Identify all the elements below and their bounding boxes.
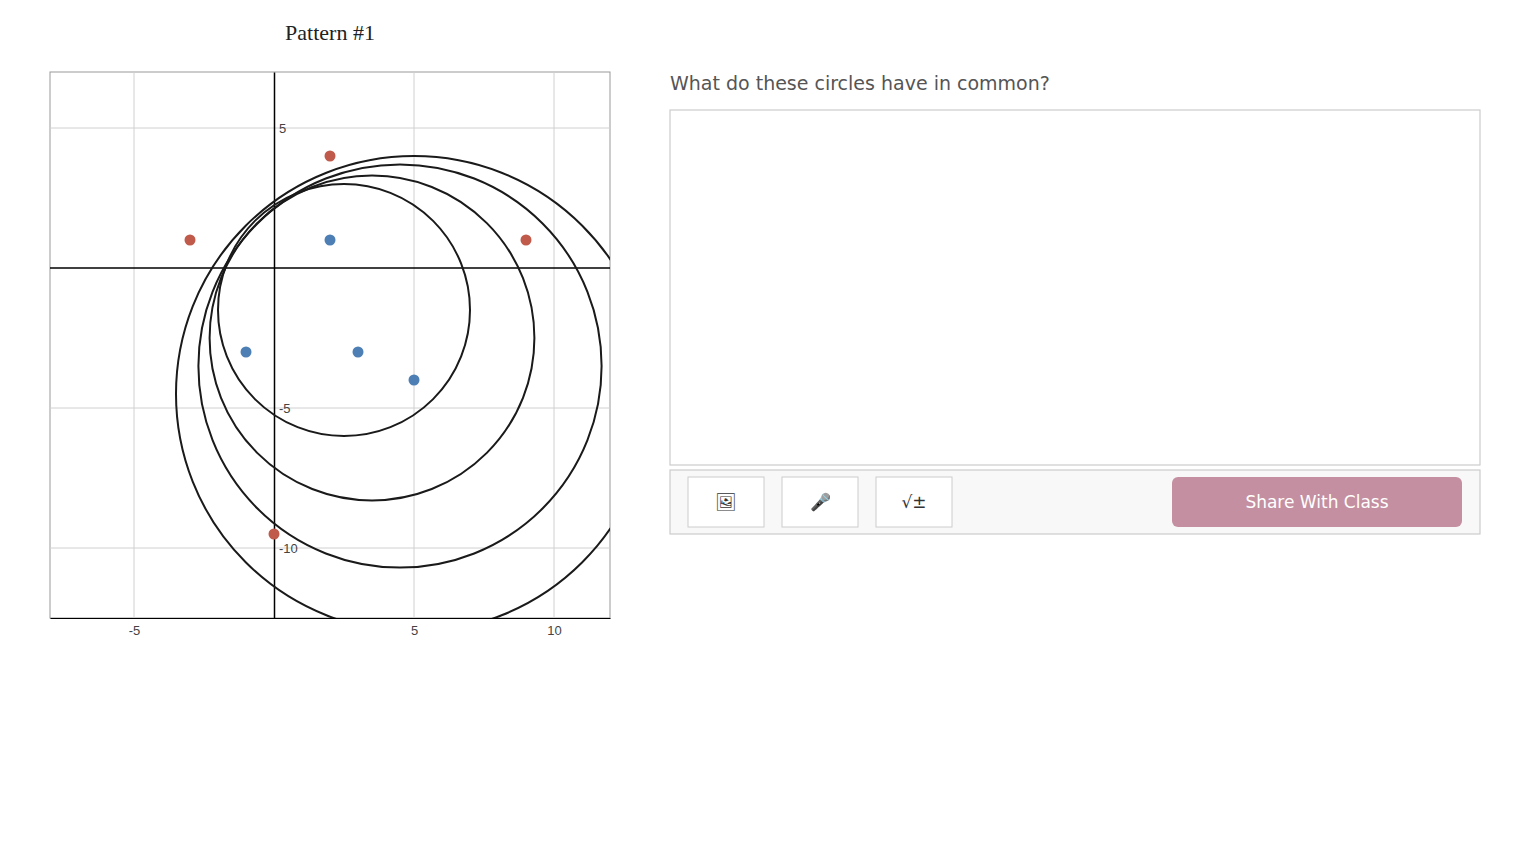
point (325, 151, 336, 162)
icon-button (876, 477, 952, 527)
icon-button (782, 477, 858, 527)
grid-line (50, 128, 610, 129)
grid-line (414, 72, 415, 618)
grid-line (50, 548, 610, 549)
circle (198, 164, 601, 567)
x-tick-label: 5 (411, 623, 418, 638)
y-tick-label: -5 (279, 401, 291, 416)
toolbar (670, 470, 1480, 534)
plot: -5 5 10 -10 -5 5 (50, 72, 652, 638)
point (353, 347, 364, 358)
y-tick-label: 5 (279, 121, 286, 136)
x-tick: -5 (129, 618, 141, 638)
text-box (670, 110, 1480, 465)
x-tick: 5 (411, 618, 418, 638)
grid-line (554, 72, 555, 618)
point (185, 235, 196, 246)
point (241, 347, 252, 358)
x-tick-label: -5 (129, 623, 141, 638)
point (269, 529, 280, 540)
y-tick: -5 (274, 401, 291, 416)
grid-line (134, 72, 135, 618)
plot-frame (50, 72, 610, 618)
x-tick-label: 10 (547, 623, 561, 638)
share-button-label: Share With Class (1245, 492, 1388, 512)
x-tick: 10 (547, 618, 561, 638)
x-axis-line (51, 618, 611, 619)
chart: Pattern #1 -5 5 10 -10 -5 5 What do these circl… (0, 0, 1522, 852)
share-button (1172, 477, 1462, 527)
circle (218, 184, 470, 436)
icon-label: 🎤 (810, 492, 831, 512)
point (409, 375, 420, 386)
grid (50, 72, 610, 618)
title: Pattern #1 (285, 20, 375, 45)
icon-label: √± (901, 492, 926, 512)
circle (176, 156, 610, 618)
question-text: What do these circles have in common? (670, 72, 1050, 94)
point (325, 235, 336, 246)
grid-line (50, 408, 610, 409)
y-tick: -10 (274, 541, 298, 556)
icon-label: 🖼 (715, 492, 737, 512)
x-axis: -5 5 10 (51, 618, 611, 638)
x-zero-axis (50, 267, 610, 269)
y-tick-label: -10 (279, 541, 298, 556)
icon-button (688, 477, 764, 527)
marks (176, 151, 610, 619)
point (521, 235, 532, 246)
circle (210, 176, 535, 501)
y-tick: 5 (274, 121, 286, 136)
